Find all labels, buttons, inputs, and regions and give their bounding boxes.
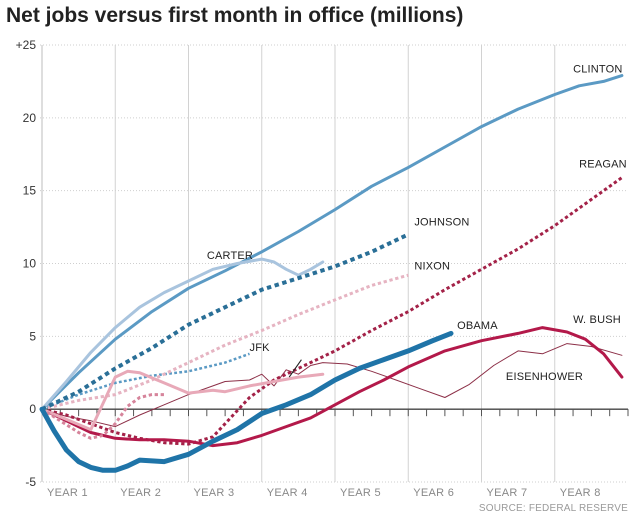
label-johnson: JOHNSON — [414, 217, 469, 229]
series-line-jfk — [41, 352, 250, 411]
series-line-unlabeled — [40, 369, 325, 432]
x-tick-label: YEAR 8 — [560, 487, 601, 499]
label-carter: CARTER — [207, 250, 253, 262]
label-eisenhower: EISENHOWER — [506, 371, 583, 383]
label-obama: OBAMA — [457, 320, 498, 332]
x-tick-label: YEAR 3 — [194, 487, 235, 499]
y-tick-label: -5 — [25, 475, 36, 489]
x-tick-label: YEAR 2 — [120, 487, 161, 499]
series-labels: CLINTON REAGAN JOHNSON CARTER NIXON JFK OBAMA W… — [207, 64, 627, 383]
leader-mark — [288, 359, 302, 378]
series-line-johnson — [41, 232, 410, 412]
chart-title: Net jobs versus first month in office (m… — [6, 4, 464, 27]
label-clinton: CLINTON — [573, 64, 622, 76]
y-tick-label: 0 — [29, 402, 36, 416]
series-line-clinton — [40, 74, 624, 411]
x-tick-label: YEAR 1 — [47, 487, 88, 499]
source-note: SOURCE: FEDERAL RESERVE — [479, 503, 628, 514]
label-jfk: JFK — [250, 342, 271, 354]
x-tick-label: YEAR 4 — [267, 487, 308, 499]
series-line-eisenhower — [41, 343, 623, 428]
x-tick-label: YEAR 5 — [340, 487, 381, 499]
series-line-w-bush — [40, 326, 624, 448]
y-tick-label: 20 — [23, 111, 37, 125]
label-reagan: REAGAN — [579, 158, 627, 170]
series-line-carter — [40, 257, 325, 411]
series-line-nixon — [41, 273, 409, 411]
series-line-obama — [39, 330, 454, 473]
x-tick-label: YEAR 6 — [413, 487, 454, 499]
x-tick-label: YEAR 7 — [487, 487, 528, 499]
axes: +25 20 15 10 5 0 -5 YEAR 1 YEAR 2 YEAR 3 YEAR 4 YEA… — [16, 38, 629, 499]
y-tick-label: +25 — [16, 38, 37, 52]
grid — [40, 44, 628, 483]
y-tick-label: 5 — [29, 329, 36, 343]
label-w-bush: W. BUSH — [573, 314, 621, 326]
y-tick-label: 15 — [23, 184, 37, 198]
series-line-unlabeled — [41, 393, 165, 440]
series-lines — [39, 74, 624, 473]
y-tick-label: 10 — [23, 257, 37, 271]
label-nixon: NIXON — [414, 260, 450, 272]
